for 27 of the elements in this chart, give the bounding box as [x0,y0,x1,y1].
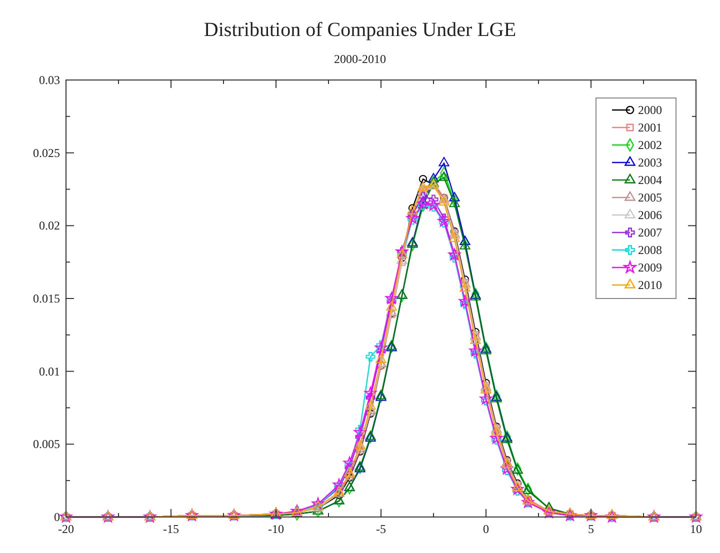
legend-label: 2009 [638,260,662,274]
legend-label: 2008 [638,243,662,257]
legend-label: 2005 [638,190,662,204]
legend-label: 2007 [638,226,662,240]
x-tick-label: 0 [483,522,489,536]
y-tick-label: 0.01 [39,364,60,378]
chart-title: Distribution of Companies Under LGE [204,19,516,41]
y-tick-label: 0.03 [39,73,60,87]
legend-label: 2006 [638,208,662,222]
x-tick-label: -20 [58,522,74,536]
x-tick-label: 5 [588,522,594,536]
legend-label: 2003 [638,156,662,170]
y-tick-label: 0.025 [33,146,60,160]
x-tick-label: -15 [163,522,179,536]
x-tick-label: -10 [268,522,284,536]
y-tick-label: 0.005 [33,437,60,452]
chart-subtitle: 2000-2010 [334,52,386,66]
x-tick-label: 10 [690,522,702,536]
legend-label: 2004 [638,173,662,187]
y-tick-label: 0 [54,510,60,524]
x-tick-label: -5 [376,522,386,536]
legend-label: 2010 [638,278,662,292]
legend-label: 2000 [638,103,662,117]
legend-label: 2002 [638,138,662,152]
y-tick-label: 0.015 [33,292,60,306]
y-tick-label: 0.02 [39,218,60,233]
legend-label: 2001 [638,120,662,134]
